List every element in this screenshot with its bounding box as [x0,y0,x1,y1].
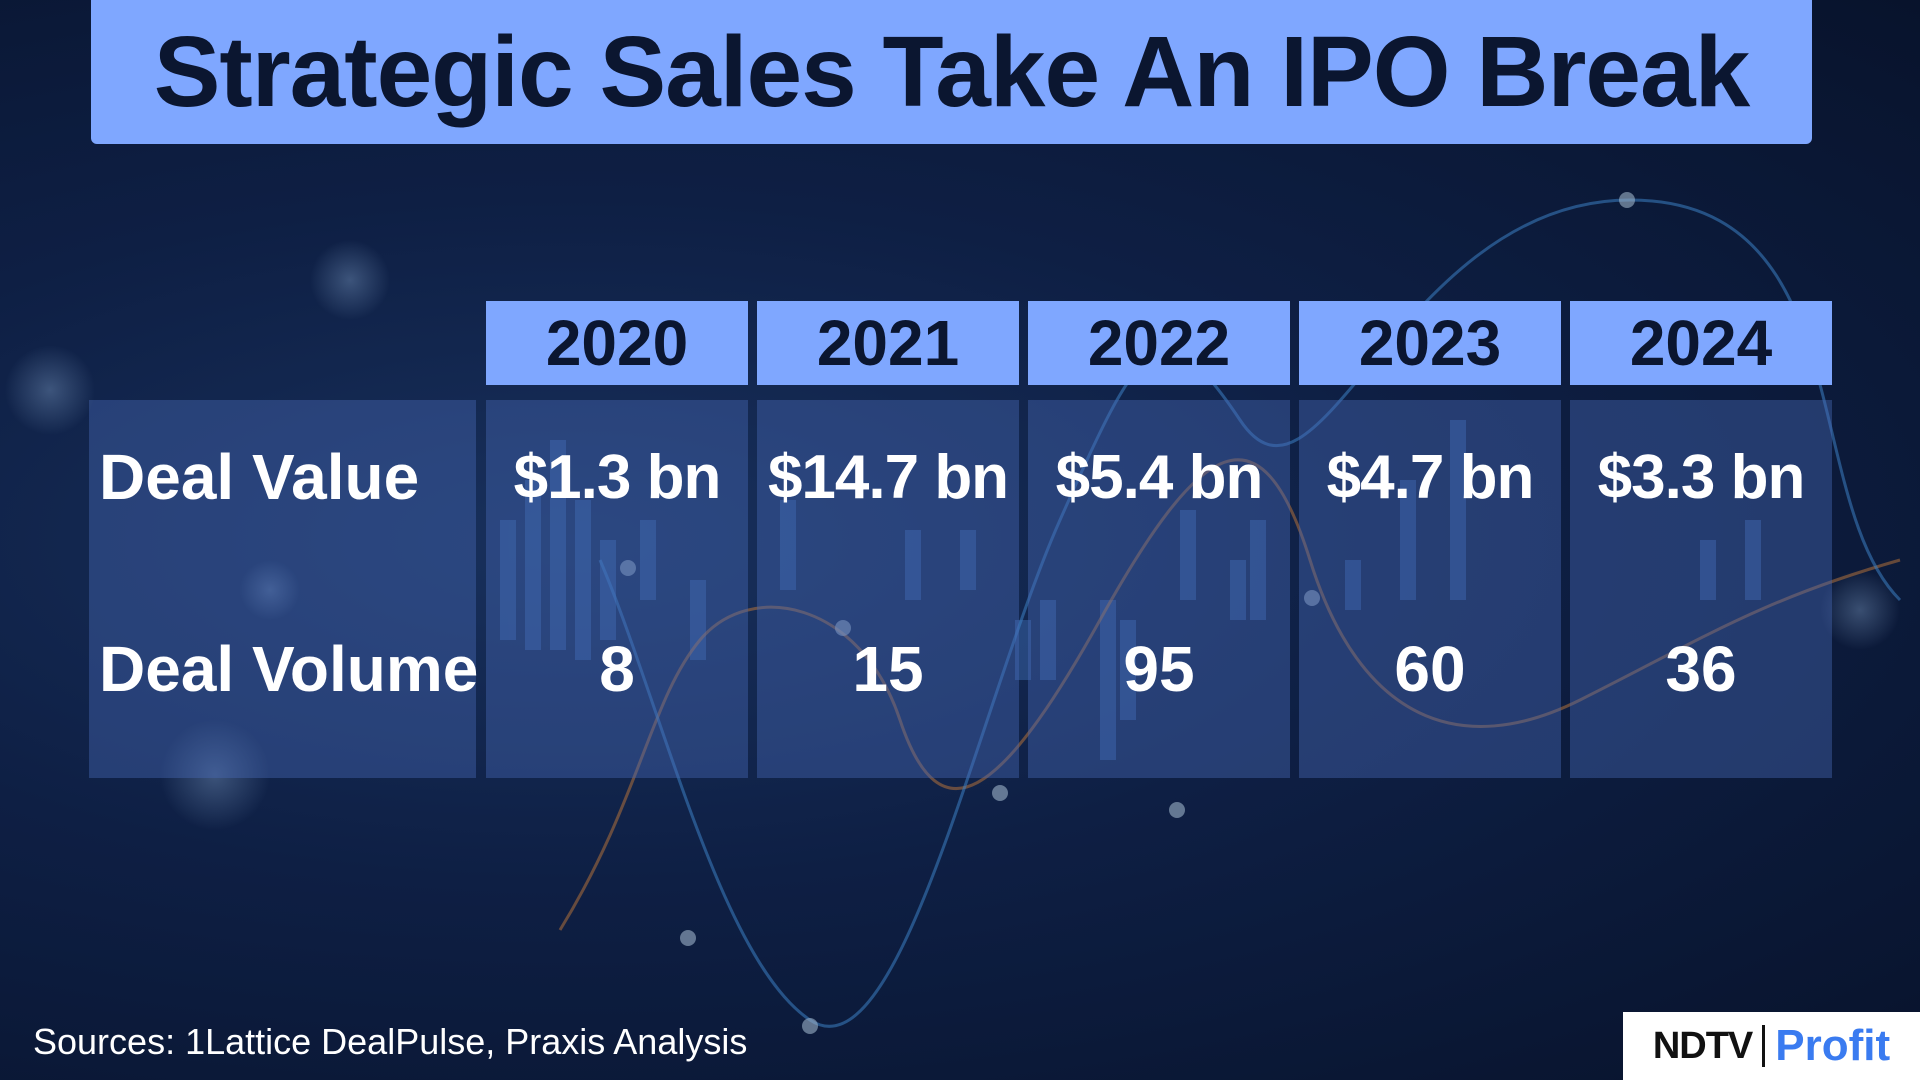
year-header-2022: 2022 [1028,301,1290,385]
deal-value-2021: $14.7 bn [767,443,1009,512]
sources-note: Sources: 1Lattice DealPulse, Praxis Anal… [33,1021,748,1062]
logo-divider [1762,1025,1766,1067]
row-label-deal-value: Deal Value [99,441,420,513]
candlestick-bars [500,420,1761,760]
deal-volume-2023: 60 [1394,633,1466,705]
ndtv-profit-logo: NDTV Profit [1623,1012,1920,1080]
column-panel-2024 [1570,400,1832,778]
row-label-deal-volume: Deal Volume [99,633,479,705]
chart-points [620,192,1635,1034]
year-header-2020: 2020 [486,301,748,385]
logo-profit-text: Profit [1775,1021,1891,1070]
column-panel-2021 [757,400,1019,778]
deal-value-2024: $3.3 bn [1597,443,1806,512]
year-header-2023: 2023 [1299,301,1561,385]
deal-volume-2020: 8 [599,633,635,705]
deal-value-2020: $1.3 bn [513,443,722,512]
title-banner: Strategic Sales Take An IPO Break [91,0,1812,144]
row-label-panel [89,400,476,778]
deal-volume-2024: 36 [1665,633,1737,705]
column-panel-2022 [1028,400,1290,778]
year-header-2024: 2024 [1570,301,1832,385]
year-header-2021: 2021 [757,301,1019,385]
logo-ndtv-text: NDTV [1652,1024,1753,1067]
column-panel-2020 [486,400,748,778]
deal-value-2022: $5.4 bn [1055,443,1264,512]
bokeh-lights [5,240,1900,830]
deal-value-2023: $4.7 bn [1326,443,1535,512]
deal-volume-2022: 95 [1123,633,1195,705]
page-title: Strategic Sales Take An IPO Break [153,15,1751,128]
column-panel-2023 [1299,400,1561,778]
deal-volume-2021: 15 [852,633,924,705]
